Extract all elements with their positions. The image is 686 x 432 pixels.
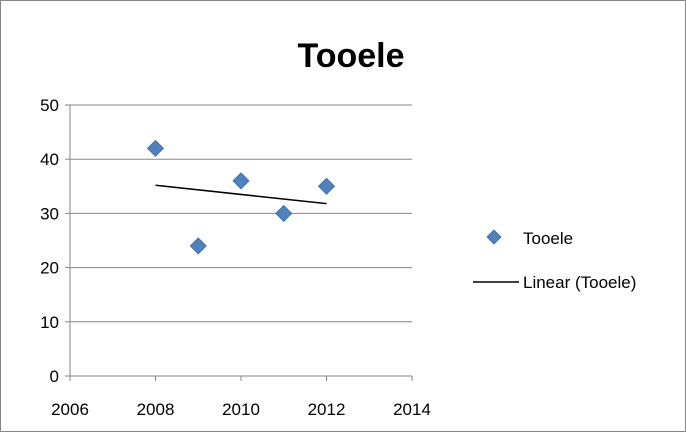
x-tick-label-2006: 2006 (51, 400, 89, 419)
y-tick-label-40: 40 (40, 150, 59, 169)
x-tick-label-2008: 2008 (137, 400, 175, 419)
legend-series-label: Tooele (523, 229, 573, 248)
legend-diamond-marker (486, 229, 502, 245)
x-tick-label-2012: 2012 (308, 400, 346, 419)
y-tick-label-50: 50 (40, 96, 59, 115)
x-tick-label-2010: 2010 (222, 400, 260, 419)
tick-labels: 0 10 20 30 40 50 2006 2008 2010 2012 2014 (40, 96, 431, 419)
data-point-2011 (275, 204, 293, 222)
chart-title: Tooele (297, 37, 404, 75)
data-point-2010 (232, 172, 250, 190)
gridlines (70, 104, 412, 323)
y-tick-label-10: 10 (40, 313, 59, 332)
y-tick-label-20: 20 (40, 259, 59, 278)
data-point-2012 (317, 177, 336, 195)
data-points (146, 139, 336, 255)
y-tick-label-30: 30 (40, 204, 59, 223)
data-point-2008 (146, 139, 165, 157)
x-tick-label-2014: 2014 (393, 400, 431, 419)
axes (65, 104, 413, 381)
legend: Tooele Linear (Tooele) (473, 229, 636, 292)
trendline-layer (155, 184, 327, 205)
trendline (155, 184, 327, 205)
legend-trendline-label: Linear (Tooele) (523, 273, 636, 292)
y-tick-label-0: 0 (50, 367, 59, 386)
data-point-2009 (189, 237, 207, 255)
